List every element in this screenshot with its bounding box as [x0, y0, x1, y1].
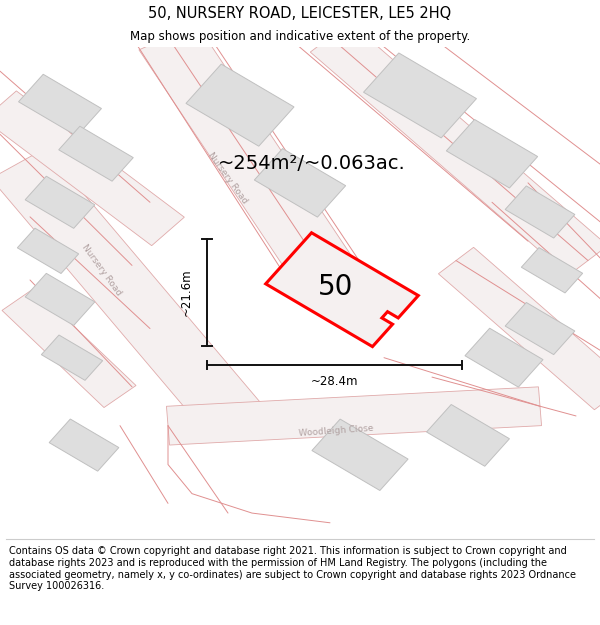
Text: Nursery Road: Nursery Road — [206, 151, 250, 206]
Text: ~28.4m: ~28.4m — [311, 376, 358, 389]
Polygon shape — [59, 126, 133, 181]
Polygon shape — [521, 248, 583, 293]
Text: 50, NURSERY ROAD, LEICESTER, LE5 2HQ: 50, NURSERY ROAD, LEICESTER, LE5 2HQ — [148, 6, 452, 21]
Polygon shape — [17, 228, 79, 274]
Polygon shape — [186, 64, 294, 146]
Text: 50: 50 — [319, 273, 353, 301]
Text: ~21.6m: ~21.6m — [179, 268, 193, 316]
Polygon shape — [364, 53, 476, 138]
Text: Nursery Road: Nursery Road — [80, 243, 124, 298]
Polygon shape — [312, 419, 408, 491]
Polygon shape — [439, 248, 600, 410]
Polygon shape — [465, 328, 543, 387]
Polygon shape — [446, 119, 538, 188]
Polygon shape — [19, 74, 101, 136]
Polygon shape — [0, 91, 184, 246]
Polygon shape — [427, 404, 509, 466]
Text: Woodleigh Close: Woodleigh Close — [298, 423, 374, 438]
Polygon shape — [139, 24, 359, 293]
Text: Contains OS data © Crown copyright and database right 2021. This information is : Contains OS data © Crown copyright and d… — [9, 546, 576, 591]
Polygon shape — [310, 22, 600, 276]
Polygon shape — [25, 273, 95, 326]
Polygon shape — [254, 149, 346, 217]
Polygon shape — [41, 335, 103, 381]
Polygon shape — [505, 302, 575, 354]
Polygon shape — [166, 387, 542, 445]
Polygon shape — [25, 176, 95, 228]
Text: Map shows position and indicative extent of the property.: Map shows position and indicative extent… — [130, 30, 470, 43]
Polygon shape — [2, 288, 136, 408]
Polygon shape — [49, 419, 119, 471]
Polygon shape — [0, 148, 267, 441]
Polygon shape — [266, 232, 418, 347]
Text: ~254m²/~0.063ac.: ~254m²/~0.063ac. — [218, 154, 406, 173]
Polygon shape — [505, 186, 575, 238]
